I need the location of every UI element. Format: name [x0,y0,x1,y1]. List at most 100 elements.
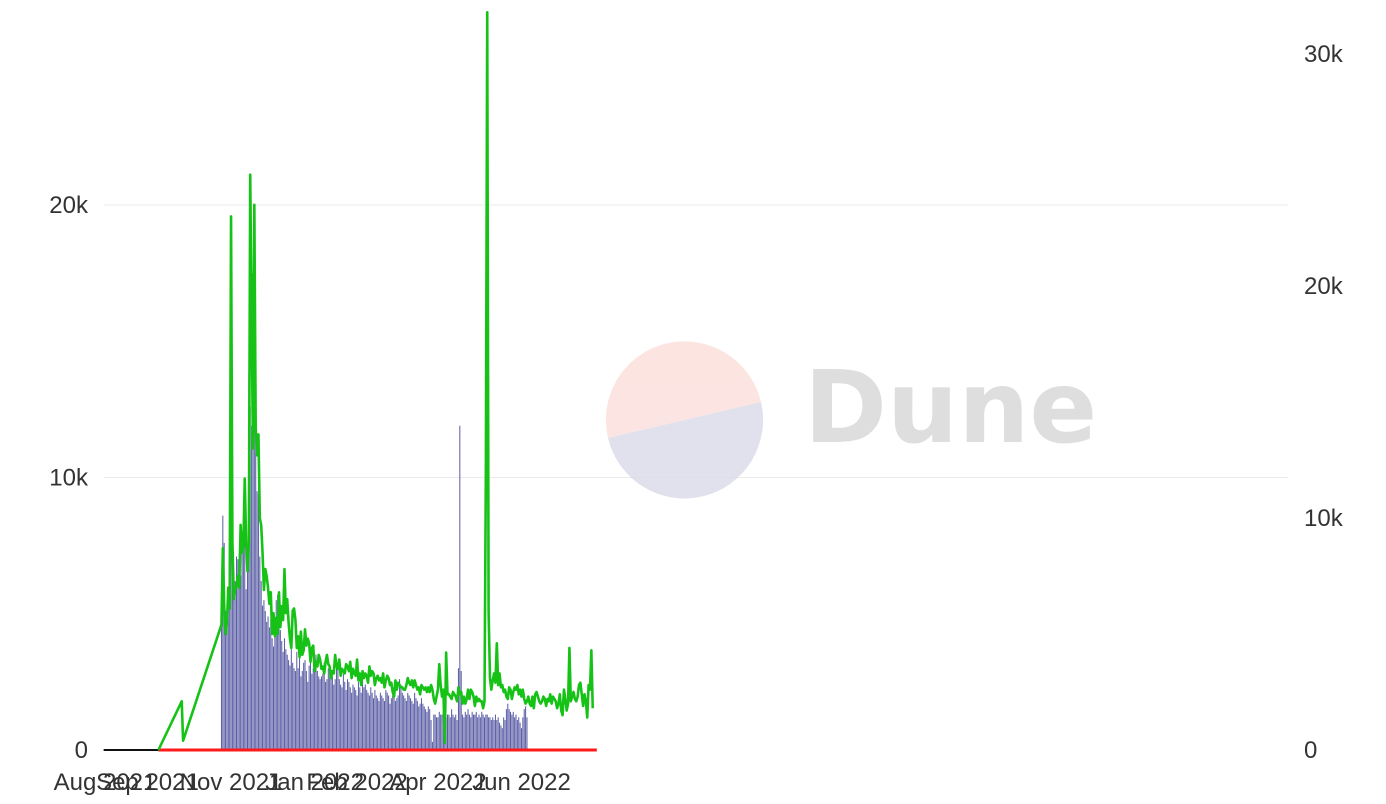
bar [393,692,395,750]
bar [311,673,313,750]
bar [305,670,307,750]
bar [430,720,432,750]
bar [336,662,338,750]
bar [514,717,516,750]
bar [292,662,294,750]
bar [234,581,236,750]
bar [290,649,292,750]
bar [267,616,269,750]
bar [399,679,401,750]
bar [281,641,283,750]
bar [251,425,253,750]
bar [346,679,348,750]
bar [400,684,402,750]
bar [410,698,412,750]
bar [425,709,427,751]
bar [299,651,301,750]
x-tick-label: Sep 2021 [96,769,199,796]
bar [259,556,261,750]
bar [426,711,428,750]
bar [355,690,357,750]
x-tick-label: Jun 2022 [472,769,571,796]
bar [371,692,373,750]
dune-watermark: Dune [605,341,1097,499]
x-tick-label: Aug 2021 [54,769,157,796]
bar [374,690,376,750]
bar [475,711,477,750]
bar [359,687,361,750]
bar [436,717,438,750]
bar [278,611,280,750]
bar [277,594,279,750]
bar [482,714,484,750]
bar [496,720,498,750]
bar [242,545,244,751]
bar [233,591,235,750]
bar [408,695,410,750]
bar [485,714,487,750]
y-left-tick-label: 10k [49,465,89,492]
bar [499,722,501,750]
bar [279,630,281,750]
bar [342,673,344,750]
bar [423,706,425,750]
bar [366,690,368,750]
bar [249,406,251,750]
bar [504,720,506,750]
bar [266,621,268,750]
bar [460,670,462,750]
bar [229,600,231,751]
bar [526,717,528,750]
bar [362,679,364,750]
bar [381,695,383,750]
bar [415,698,417,750]
bar [301,670,303,750]
bar [297,668,299,750]
x-tick-label: Apr 2022 [389,769,486,796]
bar-series [220,221,528,751]
bar [508,709,510,751]
bar [473,714,475,750]
bar [477,717,479,750]
bar [416,700,418,750]
bar [397,695,399,750]
bar [525,706,527,750]
bar [294,670,296,750]
bar [304,660,306,750]
bar [407,692,409,750]
bar [388,695,390,750]
bar [262,605,264,750]
bar [419,703,421,750]
bar [312,668,314,750]
bar [478,714,480,750]
bar [481,711,483,750]
bar [451,709,453,751]
bar [452,714,454,750]
bar [227,586,229,750]
watermark-logo-bottom-half [608,402,764,499]
bar [505,709,507,751]
y-right-tick-label: 0 [1304,737,1317,764]
bar [422,703,424,750]
bar [268,627,270,751]
bar [333,684,335,750]
bar [341,687,343,750]
bar [377,698,379,750]
bar [385,690,387,750]
y-left-tick-label: 20k [49,192,89,219]
bar [389,703,391,750]
bar [331,676,333,750]
bar [240,575,242,750]
bar [396,698,398,750]
bar [318,676,320,750]
bar [383,700,385,750]
bar [345,690,347,750]
bar [303,662,305,750]
bar [337,668,339,750]
bar [367,692,369,750]
bar [510,711,512,750]
bar [441,714,443,750]
bar [401,692,403,750]
bar [241,534,243,750]
bar [238,553,240,750]
